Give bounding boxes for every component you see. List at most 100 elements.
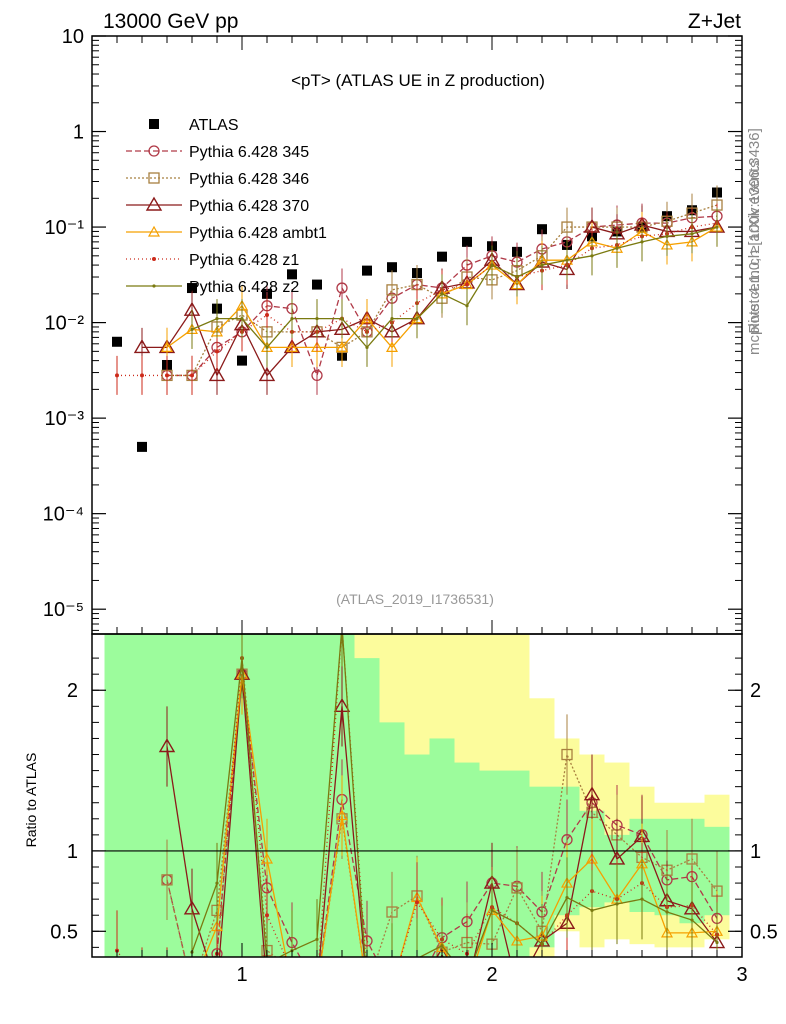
ratio-point [515, 921, 519, 925]
ratio-point [187, 983, 197, 992]
series-point [590, 254, 594, 258]
ratio-y-tick-label-right: 2 [750, 680, 761, 702]
ratio-point [161, 874, 173, 886]
ratio-point [462, 983, 472, 992]
ratio-point [265, 962, 268, 965]
legend-entry: Pythia 6.428 ambt1 [126, 225, 327, 242]
series-point [565, 258, 569, 262]
series-point [285, 341, 299, 353]
ratio-point [158, 738, 176, 753]
ratio-point [410, 981, 424, 993]
ratio-point [365, 973, 369, 977]
series-point [133, 339, 151, 354]
band-inner-bin [129, 634, 155, 957]
series-point [615, 246, 619, 250]
series-line [142, 224, 718, 378]
ratio-point [540, 942, 544, 946]
legend-marker [149, 119, 159, 129]
ratio-point [615, 902, 619, 906]
ratio-point [210, 981, 224, 993]
ratio-point [140, 986, 144, 990]
ratio-point [240, 656, 244, 660]
analysis-watermark: (ATLAS_2019_I1736531) [336, 591, 494, 607]
ratio-point [312, 983, 322, 993]
atlas-data-point [462, 236, 472, 247]
ratio-point [561, 748, 573, 761]
series-point [465, 304, 469, 308]
y-tick-label: 10⁻³ [45, 408, 85, 430]
ratio-point [386, 906, 398, 918]
y-tick-label: 1 [73, 122, 84, 144]
ratio-line [203, 674, 718, 957]
ratio-point [412, 983, 422, 993]
series-point [561, 221, 573, 233]
series-point [690, 232, 694, 236]
ratio-point [362, 983, 372, 992]
ratio-point [460, 981, 474, 993]
y-tick-label: 10⁻¹ [45, 217, 85, 239]
ratio-point [190, 986, 194, 990]
ratio-point [362, 983, 372, 993]
ratio-y-tick-label-left: 2 [67, 680, 78, 702]
ratio-point [360, 981, 374, 993]
atlas-data-point [362, 265, 372, 276]
atlas-data-point [437, 251, 447, 262]
atlas-data-point [237, 355, 247, 366]
y-tick-label: 10⁻⁴ [43, 504, 84, 526]
atlas-data-point [112, 336, 122, 347]
ratio-point [390, 986, 394, 990]
legend-marker [152, 284, 156, 288]
main-series-6 [190, 207, 719, 367]
ratio-point [365, 986, 368, 989]
ratio-point [187, 983, 197, 993]
ratio-axes: 0.5 0.5 1 1 2 2 1 2 3 [50, 657, 778, 986]
series-point [240, 317, 244, 321]
series-point [465, 282, 469, 287]
atlas-data-point [387, 262, 397, 273]
ratio-point [260, 981, 274, 993]
legend-entry: Pythia 6.428 345 [126, 144, 309, 161]
legend-label: ATLAS [189, 117, 239, 134]
legend-entry: Pythia 6.428 z1 [126, 252, 299, 269]
legend-entry: Pythia 6.428 346 [126, 171, 309, 188]
ratio-point [510, 981, 524, 993]
ratio-y-tick-label-right: 0.5 [750, 921, 778, 943]
legend-marker [148, 172, 160, 184]
ratio-point [390, 962, 393, 965]
band-inner-bin [104, 634, 130, 957]
atlas-data-point [287, 269, 297, 280]
legend-label: Pythia 6.428 z1 [189, 252, 299, 269]
series-point [715, 225, 719, 229]
legend-entry: Pythia 6.428 370 [126, 196, 309, 215]
series-point [115, 373, 119, 378]
series-point [335, 341, 349, 353]
series-point [515, 275, 519, 279]
series-point [258, 367, 276, 382]
series-point [208, 367, 226, 382]
ratio-point [285, 981, 299, 993]
x-tick-label: 3 [736, 964, 747, 986]
ratio-point [590, 908, 594, 912]
legend-marker [148, 145, 160, 157]
ratio-point [315, 986, 319, 990]
series-point [385, 341, 399, 353]
ratio-point [640, 897, 644, 901]
series-line [167, 204, 718, 377]
ratio-point [387, 983, 397, 992]
series-point [140, 373, 144, 378]
series-point [190, 373, 194, 378]
legend-label: Pythia 6.428 346 [189, 171, 309, 188]
plot-title: <pT> (ATLAS UE in Z production) [291, 71, 545, 90]
series-point [340, 317, 344, 321]
main-plot-marks [112, 185, 726, 452]
legend-label: Pythia 6.428 370 [189, 198, 309, 215]
mcplots-credit: mcplots.cern.ch [arXiv:1306.3436] [746, 128, 763, 355]
ratio-point [312, 983, 322, 993]
legend-marker [147, 225, 161, 237]
ratio-point [215, 881, 219, 885]
ratio-y-tick-label-left: 1 [67, 841, 78, 863]
ratio-point [315, 937, 319, 941]
main-y-axis: 10 1 10⁻¹ 10⁻² 10⁻³ 10⁻⁴ 10⁻⁵ [43, 26, 743, 634]
ratio-point [310, 981, 324, 993]
